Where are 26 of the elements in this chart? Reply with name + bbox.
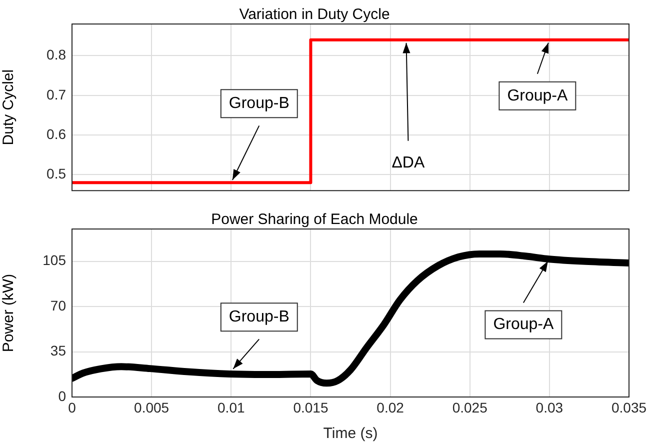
annotation: Group-A bbox=[493, 316, 554, 334]
x-tick-label: 0 bbox=[68, 399, 76, 416]
annotation: Group-B bbox=[228, 95, 290, 112]
chart-title: Variation in Duty Cycle bbox=[239, 6, 390, 24]
y-tick-label: 35 bbox=[50, 342, 66, 359]
annotation: Group-A bbox=[507, 87, 568, 104]
x-tick-label: 0.035 bbox=[611, 399, 647, 416]
x-tick-label: 0.005 bbox=[134, 399, 170, 416]
y-tick-label: 0.8 bbox=[46, 46, 66, 63]
x-tick-label: 0.025 bbox=[452, 399, 488, 416]
x-tick-label: 0.015 bbox=[293, 399, 328, 416]
chart-title: Power Sharing of Each Module bbox=[211, 211, 418, 228]
x-axis-title: Time (s) bbox=[323, 425, 378, 442]
y-tick-label: 0.7 bbox=[46, 86, 66, 102]
y-tick-label: 0 bbox=[58, 388, 66, 404]
x-tick-label: 0.01 bbox=[218, 399, 245, 416]
y-tick-label: 0.5 bbox=[46, 166, 66, 182]
x-tick-label: 0.03 bbox=[536, 399, 564, 416]
x-tick-label: 0.02 bbox=[376, 399, 404, 416]
annotation: Group-B bbox=[228, 308, 290, 326]
y-tick-label: 70 bbox=[50, 297, 66, 314]
y-tick-label: 0.6 bbox=[46, 126, 66, 142]
annotation: ΔDA bbox=[392, 154, 425, 172]
y-axis-title: Power (kW) bbox=[0, 274, 18, 352]
y-axis-title: Duty Cyclel bbox=[0, 69, 18, 146]
y-tick-label: 105 bbox=[42, 252, 66, 268]
